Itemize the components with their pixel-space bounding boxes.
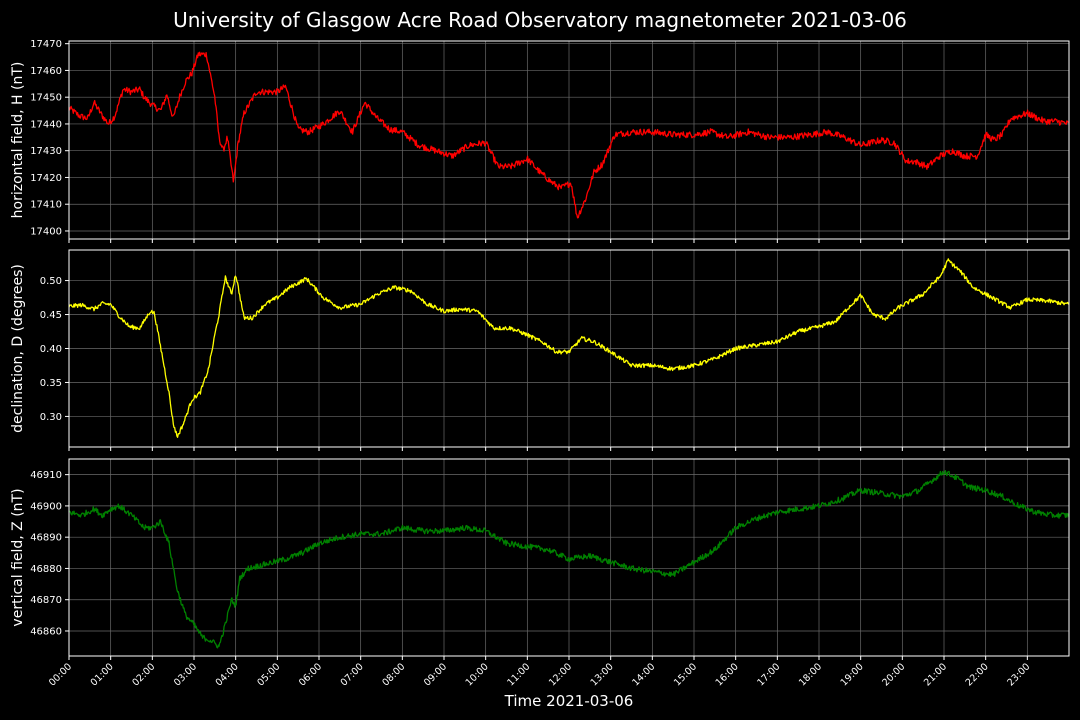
x-tick-label: 13:00 xyxy=(589,661,616,688)
x-tick-label: 00:00 xyxy=(47,661,74,688)
y-tick-label: 0.50 xyxy=(40,276,62,287)
panel-frame xyxy=(68,249,1070,448)
panel-frame xyxy=(68,458,1070,657)
x-tick-label: 05:00 xyxy=(255,661,282,688)
y-tick-label: 46890 xyxy=(30,533,62,544)
panel-frame xyxy=(68,40,1070,240)
series-line-1 xyxy=(68,51,1070,219)
y-tick-label: 0.35 xyxy=(40,378,62,389)
chart-title: University of Glasgow Acre Road Observat… xyxy=(173,8,907,32)
x-tick-label: 14:00 xyxy=(630,661,657,688)
x-tick-label: 01:00 xyxy=(89,661,116,688)
x-tick-label: 21:00 xyxy=(922,661,949,688)
y-tick-label: 17430 xyxy=(30,146,62,157)
x-tick-label: 11:00 xyxy=(505,661,532,688)
y-tick-label: 17400 xyxy=(30,226,62,237)
y-tick-label: 0.40 xyxy=(40,344,62,355)
y-tick-label: 46870 xyxy=(30,595,62,606)
y-axis-label: declination, D (degrees) xyxy=(10,264,26,433)
x-tick-label: 18:00 xyxy=(797,661,824,688)
x-tick-label: 09:00 xyxy=(422,661,449,688)
y-tick-label: 46880 xyxy=(30,564,62,575)
y-tick-label: 0.45 xyxy=(40,310,62,321)
y-tick-label: 17470 xyxy=(30,39,62,50)
x-tick-label: 08:00 xyxy=(380,661,407,688)
x-tick-label: 12:00 xyxy=(547,661,574,688)
x-tick-label: 16:00 xyxy=(714,661,741,688)
y-tick-label: 0.30 xyxy=(40,412,62,423)
x-tick-label: 10:00 xyxy=(464,661,491,688)
series-line-3 xyxy=(68,470,1070,649)
y-tick-label: 17450 xyxy=(30,93,62,104)
x-tick-label: 06:00 xyxy=(297,661,324,688)
x-tick-label: 22:00 xyxy=(964,661,991,688)
y-axis-label: horizontal field, H (nT) xyxy=(10,62,26,219)
y-tick-label: 46910 xyxy=(30,470,62,481)
y-tick-label: 46900 xyxy=(30,501,62,512)
x-tick-label: 20:00 xyxy=(880,661,907,688)
x-tick-label: 04:00 xyxy=(214,661,241,688)
x-tick-label: 23:00 xyxy=(1005,661,1032,688)
y-tick-label: 46860 xyxy=(30,626,62,637)
x-tick-label: 17:00 xyxy=(755,661,782,688)
x-tick-label: 02:00 xyxy=(130,661,157,688)
y-axis-label: vertical field, Z (nT) xyxy=(10,488,26,626)
series-line-2 xyxy=(68,258,1070,438)
x-tick-label: 07:00 xyxy=(339,661,366,688)
x-tick-label: 19:00 xyxy=(839,661,866,688)
x-tick-label: 03:00 xyxy=(172,661,199,688)
y-tick-label: 17410 xyxy=(30,200,62,211)
x-tick-label: 15:00 xyxy=(672,661,699,688)
x-axis-label: Time 2021-03-06 xyxy=(504,692,634,710)
y-tick-label: 17420 xyxy=(30,173,62,184)
y-tick-label: 17440 xyxy=(30,119,62,130)
y-tick-label: 17460 xyxy=(30,66,62,77)
